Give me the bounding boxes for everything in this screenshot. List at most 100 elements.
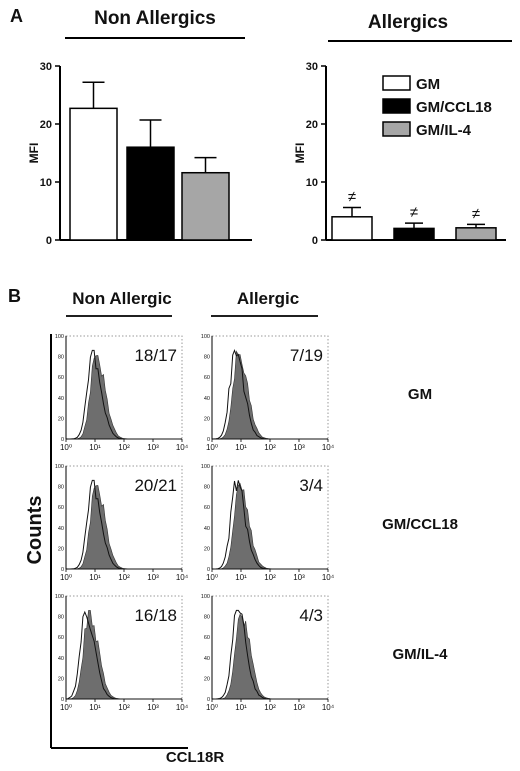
histogram-y-tick: 20: [58, 676, 64, 682]
col-title-allergic: Allergic: [237, 289, 299, 308]
row-label-gm-ccl18: GM/CCL18: [382, 516, 458, 533]
histogram-y-tick: 20: [204, 416, 210, 422]
row-label-gm: GM: [408, 386, 432, 403]
panel-a-letter: A: [10, 6, 23, 26]
row-label-gm-il-4: GM/IL-4: [393, 646, 449, 663]
histogram-y-tick: 0: [207, 567, 210, 573]
y-tick-label: 0: [312, 235, 318, 247]
y-tick-label: 20: [40, 119, 52, 131]
y-tick-label: 30: [306, 61, 318, 73]
legend-label: GM/IL-4: [416, 122, 472, 139]
histogram-x-tick-label: 10²: [264, 573, 276, 582]
histogram-y-tick: 60: [58, 505, 64, 511]
histogram-y-tick: 100: [201, 334, 210, 340]
legend: GM GM/CCL18 GM/IL-4: [382, 75, 492, 139]
histogram-x-tick-label: 10⁴: [322, 443, 335, 452]
histogram-x-tick-label: 10¹: [235, 703, 247, 712]
histogram-x-tick-label: 10²: [118, 573, 130, 582]
histogram-x-tick-label: 10²: [264, 443, 276, 452]
histogram-outline: [213, 480, 326, 570]
panel-a-right-title: Allergics: [368, 12, 448, 33]
histogram-y-tick: 0: [61, 697, 64, 703]
histogram-r3-c2: 0 20 40 60 80 100 10⁰ 10¹ 10² 10³ 10⁴ 4/3: [201, 594, 335, 712]
histogram-x-tick-label: 10⁴: [176, 443, 189, 452]
histogram-y-tick: 40: [58, 656, 64, 662]
histogram-x-tick-label: 10³: [147, 443, 159, 452]
histogram-y-tick: 20: [58, 546, 64, 552]
histogram-y-tick: 60: [204, 635, 210, 641]
bar-gm-il-4: [181, 171, 230, 241]
histogram-x-tick-label: 10⁰: [206, 573, 218, 582]
histogram-y-tick: 40: [204, 656, 210, 662]
histogram-y-tick: 40: [204, 526, 210, 532]
legend-swatch: [382, 121, 411, 137]
y-axis-label: MFI: [27, 143, 41, 164]
histogram-y-tick: 20: [58, 416, 64, 422]
bar-chart-0: 0 10 20 30 MFI: [27, 61, 252, 247]
legend-label: GM: [416, 76, 440, 93]
legend-swatch: [382, 98, 411, 114]
bar-gm-ccl18: [126, 146, 175, 241]
histogram-x-tick-label: 10¹: [235, 443, 247, 452]
histogram-filled: [68, 485, 180, 570]
histogram-y-tick: 20: [204, 676, 210, 682]
histogram-x-tick-label: 10²: [118, 443, 130, 452]
histogram-x-tick-label: 10¹: [89, 443, 101, 452]
histogram-y-tick: 40: [204, 396, 210, 402]
histogram-x-tick-label: 10⁰: [206, 703, 218, 712]
histogram-y-tick: 40: [58, 396, 64, 402]
histogram-filled: [214, 482, 326, 570]
col-title-non-allergic: Non Allergic: [72, 289, 172, 308]
bar-gm-ccl18: [393, 227, 435, 241]
histogram-y-tick: 80: [58, 615, 64, 621]
bar-chart-1: 0 10 20 30 MFI ≠ ≠ ≠: [293, 61, 506, 247]
histogram-filled: [68, 355, 180, 440]
histogram-y-tick: 80: [204, 355, 210, 361]
histogram-y-tick: 100: [55, 594, 64, 600]
histogram-x-tick-label: 10³: [147, 573, 159, 582]
histogram-x-tick-label: 10⁰: [206, 443, 218, 452]
bar-gm: [331, 216, 373, 241]
histogram-y-tick: 80: [204, 615, 210, 621]
histogram-x-tick-label: 10⁴: [176, 703, 189, 712]
histogram-y-tick: 100: [201, 594, 210, 600]
histogram-y-tick: 100: [55, 334, 64, 340]
histogram-y-tick: 80: [58, 355, 64, 361]
histogram-x-tick-label: 10⁰: [60, 573, 72, 582]
histogram-y-tick: 80: [58, 485, 64, 491]
y-tick-label: 10: [40, 177, 52, 189]
histogram-x-tick-label: 10³: [293, 443, 305, 452]
legend-swatch: [382, 75, 411, 91]
histogram-outline: [214, 609, 326, 700]
histogram-y-tick: 0: [207, 437, 210, 443]
histogram-x-tick-label: 10²: [118, 703, 130, 712]
legend-label: GM/CCL18: [416, 99, 492, 116]
histogram-y-tick: 60: [58, 635, 64, 641]
histogram-r1-c1: 0 20 40 60 80 100 10⁰ 10¹ 10² 10³ 10⁴ 18/17: [55, 334, 189, 452]
histogram-y-tick: 100: [201, 464, 210, 470]
significance-marker: ≠: [410, 204, 418, 221]
histogram-value-label: 18/17: [134, 346, 177, 365]
histogram-value-label: 4/3: [299, 606, 323, 625]
histogram-x-tick-label: 10³: [147, 703, 159, 712]
panel-b-letter: B: [8, 286, 21, 306]
histogram-x-tick-label: 10⁰: [60, 443, 72, 452]
histogram-x-tick-label: 10⁴: [176, 573, 189, 582]
histogram-value-label: 3/4: [299, 476, 323, 495]
histogram-value-label: 16/18: [134, 606, 177, 625]
histogram-y-tick: 20: [204, 546, 210, 552]
panel-b-x-label: CCL18R: [166, 749, 225, 766]
bar-gm: [69, 107, 118, 241]
histogram-y-tick: 60: [58, 375, 64, 381]
histogram-x-tick-label: 10³: [293, 703, 305, 712]
histogram-x-tick-label: 10²: [264, 703, 276, 712]
bar-gm-il-4: [455, 227, 497, 241]
histogram-outline: [68, 349, 180, 440]
histogram-x-tick-label: 10¹: [89, 703, 101, 712]
panel-a-left-title: Non Allergics: [94, 8, 216, 29]
y-axis-label: MFI: [293, 143, 307, 164]
histogram-y-tick: 0: [61, 437, 64, 443]
histogram-value-label: 7/19: [290, 346, 323, 365]
histogram-y-tick: 80: [204, 485, 210, 491]
